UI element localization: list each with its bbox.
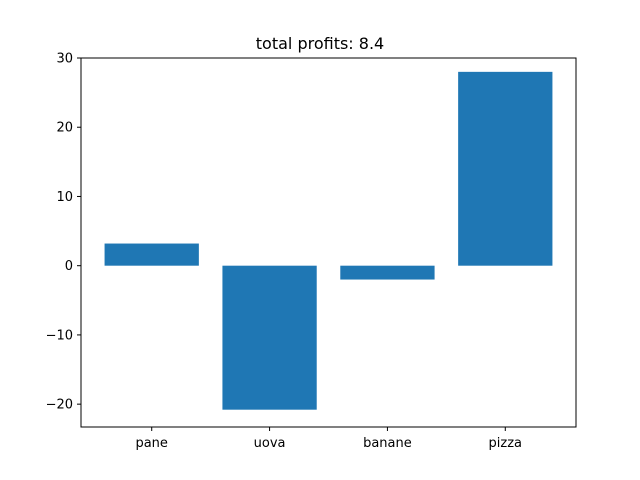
bar-pane bbox=[104, 243, 199, 266]
chart-title: total profits: 8.4 bbox=[256, 34, 384, 53]
bar-banane bbox=[340, 265, 435, 280]
bar-uova bbox=[222, 265, 317, 410]
x-tick-label: uova bbox=[254, 436, 286, 451]
x-tick-label: pane bbox=[135, 436, 167, 451]
y-tick-label: 0 bbox=[65, 259, 73, 274]
y-tick-label: 30 bbox=[56, 52, 73, 67]
x-tick-label: pizza bbox=[489, 436, 522, 451]
plot-frame bbox=[80, 57, 577, 428]
y-tick-label: 10 bbox=[56, 190, 73, 205]
y-tick-label: −10 bbox=[46, 328, 73, 343]
x-tick-label: banane bbox=[363, 436, 412, 451]
x-axis: pane uova banane pizza bbox=[135, 427, 522, 451]
y-tick-label: −20 bbox=[46, 398, 73, 413]
y-tick-label: 20 bbox=[56, 121, 73, 136]
y-axis: −20 −10 0 10 20 30 bbox=[46, 52, 81, 413]
bars-group bbox=[104, 71, 553, 410]
bar-pizza bbox=[458, 71, 553, 266]
